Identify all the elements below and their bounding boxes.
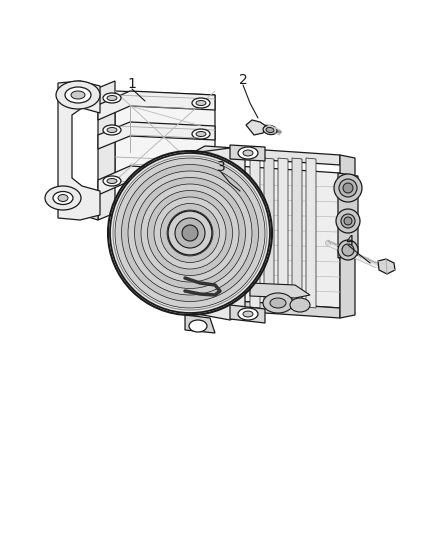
Ellipse shape <box>121 165 258 302</box>
Polygon shape <box>250 158 260 308</box>
Polygon shape <box>98 81 115 220</box>
Ellipse shape <box>71 91 85 99</box>
Polygon shape <box>192 148 245 320</box>
Ellipse shape <box>342 244 354 256</box>
Ellipse shape <box>196 101 206 106</box>
Ellipse shape <box>103 93 121 103</box>
Polygon shape <box>60 183 98 220</box>
Ellipse shape <box>160 204 219 262</box>
Ellipse shape <box>173 216 206 249</box>
Ellipse shape <box>103 176 121 186</box>
Polygon shape <box>230 305 265 323</box>
Polygon shape <box>340 155 355 318</box>
Polygon shape <box>58 81 100 220</box>
Ellipse shape <box>334 174 362 202</box>
Ellipse shape <box>182 225 198 241</box>
Ellipse shape <box>238 308 258 320</box>
Ellipse shape <box>58 195 68 201</box>
Polygon shape <box>98 91 215 120</box>
Polygon shape <box>264 158 274 308</box>
Ellipse shape <box>189 320 207 332</box>
Polygon shape <box>278 158 288 308</box>
Ellipse shape <box>148 190 233 276</box>
Polygon shape <box>115 91 215 185</box>
Ellipse shape <box>175 218 205 248</box>
Ellipse shape <box>107 127 117 133</box>
Ellipse shape <box>53 191 73 205</box>
Ellipse shape <box>270 298 286 308</box>
Polygon shape <box>192 146 340 165</box>
Polygon shape <box>192 163 340 308</box>
Polygon shape <box>292 158 302 308</box>
Ellipse shape <box>167 210 213 256</box>
Polygon shape <box>185 315 215 333</box>
Ellipse shape <box>65 87 91 103</box>
Ellipse shape <box>192 129 210 139</box>
Ellipse shape <box>343 183 353 193</box>
Ellipse shape <box>168 211 212 255</box>
Polygon shape <box>230 145 265 161</box>
Ellipse shape <box>263 125 277 135</box>
Ellipse shape <box>192 98 210 108</box>
Ellipse shape <box>344 217 352 225</box>
Text: 1: 1 <box>127 77 137 91</box>
Ellipse shape <box>103 125 121 135</box>
Text: 3: 3 <box>217 160 226 174</box>
Text: 4: 4 <box>346 234 354 248</box>
Ellipse shape <box>45 186 81 210</box>
Polygon shape <box>98 122 215 149</box>
Ellipse shape <box>243 150 253 156</box>
Polygon shape <box>338 173 358 258</box>
Ellipse shape <box>107 179 117 183</box>
Ellipse shape <box>263 293 293 313</box>
Ellipse shape <box>192 173 210 183</box>
Polygon shape <box>306 158 316 308</box>
Ellipse shape <box>110 153 270 313</box>
Ellipse shape <box>336 209 360 233</box>
Ellipse shape <box>339 179 357 197</box>
Ellipse shape <box>243 311 253 317</box>
Ellipse shape <box>147 183 237 283</box>
Ellipse shape <box>196 132 206 136</box>
Ellipse shape <box>56 81 100 109</box>
Text: 2: 2 <box>239 73 247 87</box>
Ellipse shape <box>338 240 358 260</box>
Ellipse shape <box>134 177 246 288</box>
Ellipse shape <box>141 184 239 282</box>
Ellipse shape <box>137 173 247 293</box>
Ellipse shape <box>115 158 265 308</box>
Polygon shape <box>378 259 395 274</box>
Ellipse shape <box>154 197 226 269</box>
Polygon shape <box>246 120 266 135</box>
Ellipse shape <box>341 214 355 228</box>
Ellipse shape <box>128 171 252 295</box>
Polygon shape <box>192 298 340 318</box>
Ellipse shape <box>196 175 206 181</box>
Polygon shape <box>250 283 310 298</box>
Ellipse shape <box>107 95 117 101</box>
Ellipse shape <box>290 298 310 312</box>
Polygon shape <box>98 166 215 195</box>
Ellipse shape <box>266 127 274 133</box>
Ellipse shape <box>238 147 258 159</box>
